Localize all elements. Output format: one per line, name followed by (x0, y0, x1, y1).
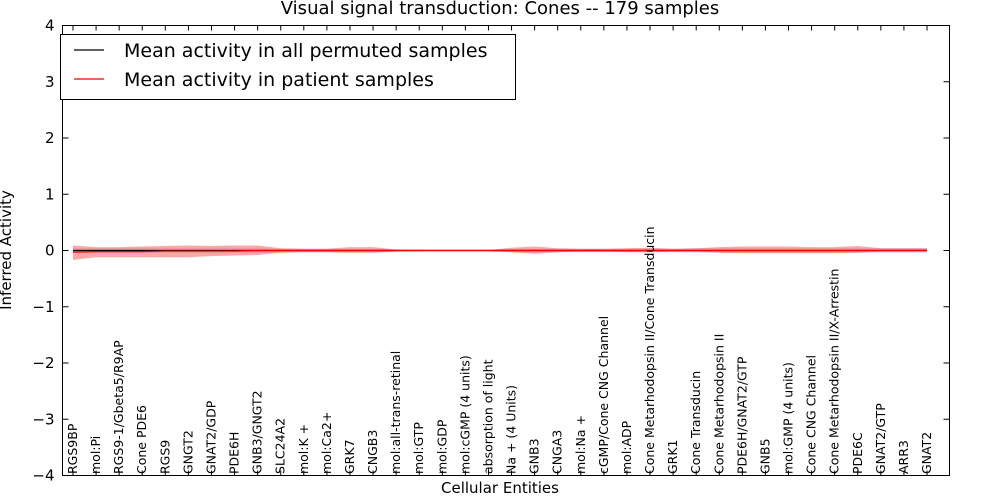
x-tick-label: PDE6H/GNAT2/GTP (734, 356, 749, 474)
x-tick-label: mol:cGMP (4 units) (457, 355, 472, 474)
x-tick-label: GNB3 (527, 438, 542, 474)
y-tick-label: −3 (32, 410, 54, 428)
x-tick-label: RGS9-1/Gbeta5/R9AP (111, 340, 126, 474)
x-tick-label: GNAT2/GDP (203, 400, 218, 474)
series-lines (72, 249, 927, 253)
chart-title: Visual signal transduction: Cones -- 179… (281, 0, 719, 19)
x-axis-title: Cellular Entities (441, 479, 559, 497)
y-tick-label: −4 (32, 467, 54, 485)
x-tick-label: mol:all-trans-retinal (388, 351, 403, 474)
x-tick-label: Cone Metarhodopsin II (711, 334, 726, 474)
x-tick-label: cGMP/Cone CNG Channel (596, 316, 611, 474)
x-tick-label: mol:Na + (573, 415, 588, 474)
x-tick-label: mol:ADP (619, 420, 634, 474)
x-tick-label: mol:Ca2+ (319, 412, 334, 474)
y-tick-label: 0 (45, 242, 55, 260)
legend: Mean activity in all permuted samples Me… (60, 34, 516, 100)
y-tick-label: −1 (32, 298, 54, 316)
x-tick-label: PDE6C (850, 432, 865, 474)
x-tick-label: Cone Transducin (688, 371, 703, 474)
x-tick-label: GNB5 (757, 438, 772, 474)
x-tick-label: GRK7 (342, 439, 357, 474)
x-tick-label: Cone PDE6 (134, 405, 149, 474)
x-tick-label: GNB3/GNGT2 (250, 390, 265, 474)
y-tick-label: 2 (45, 129, 55, 147)
x-tick-label: GNAT2 (919, 432, 934, 474)
x-tick-label: CNGA3 (550, 430, 565, 474)
x-tick-label: Cone CNG Channel (804, 355, 819, 474)
band-series-1 (73, 245, 927, 261)
x-tick-label: mol:GTP (411, 422, 426, 474)
x-tick-label: mol:GDP (434, 419, 449, 474)
x-tick-label: mol:K + (296, 424, 311, 474)
x-tick-label: GNGT2 (180, 430, 195, 474)
x-tick-label: CNGB3 (365, 430, 380, 474)
legend-box (60, 34, 516, 100)
x-tick-label: RGS9 (157, 440, 172, 474)
x-tick-label: mol:Pi (88, 436, 103, 474)
x-tick-label: ARR3 (896, 440, 911, 474)
y-axis-title: Inferred Activity (0, 190, 15, 310)
y-tick-label: 3 (45, 73, 55, 91)
x-tick-label: Cone Metarhodopsin II/Cone Transducin (642, 226, 657, 474)
x-tick-label: Na + (4 Units) (504, 385, 519, 474)
x-tick-label: GRK1 (665, 439, 680, 474)
y-tick-label: 4 (45, 17, 55, 35)
legend-label-patient: Mean activity in patient samples (124, 69, 434, 91)
x-tick-label: absorption of light (480, 359, 495, 474)
y-tick-label: −2 (32, 354, 54, 372)
x-axis: RGS9BP mol:Pi RGS9-1/Gbeta5/R9AP Cone PDE6 R… (65, 25, 934, 476)
line-series-1 (72, 249, 927, 253)
legend-label-permuted: Mean activity in all permuted samples (124, 40, 487, 62)
x-tick-label: GNAT2/GTP (873, 403, 888, 474)
x-tick-label: mol:GMP (4 units) (781, 362, 796, 474)
x-tick-label: RGS9BP (65, 423, 80, 474)
y-tick-label: 1 (45, 185, 55, 203)
y-axis: −4 −3 −2 −1 0 1 2 3 4 (32, 17, 950, 485)
confidence-bands (73, 245, 927, 261)
x-tick-label: Cone Metarhodopsin II/X-Arrestin (827, 269, 842, 474)
x-tick-label: SLC24A2 (273, 418, 288, 474)
x-tick-label: PDE6H (227, 432, 242, 474)
